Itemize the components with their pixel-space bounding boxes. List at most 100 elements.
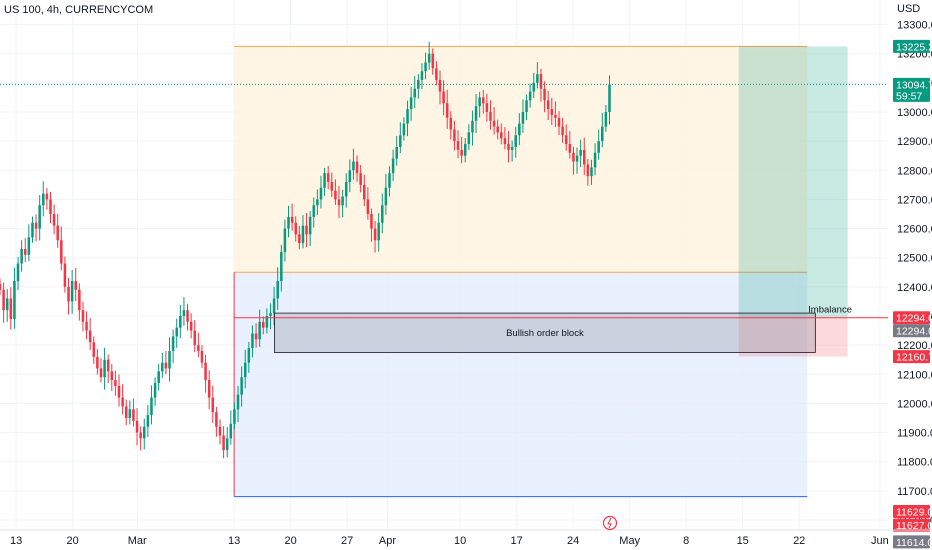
y-tick-label: 13300.0 xyxy=(897,20,932,32)
candle-body xyxy=(579,149,582,156)
candle-body xyxy=(139,432,142,439)
candle-body xyxy=(427,53,431,63)
premium-zone xyxy=(234,46,808,273)
candle-body xyxy=(88,330,92,343)
candle-body xyxy=(381,205,384,223)
candle-body xyxy=(200,350,204,363)
y-tick-label: 13000.0 xyxy=(897,107,932,119)
candle-body xyxy=(406,109,409,124)
y-tick-label: 12200.0 xyxy=(897,340,932,352)
x-tick-label: 24 xyxy=(567,535,579,547)
candle-body xyxy=(344,181,348,197)
currency-label: USD xyxy=(897,3,920,15)
candle-body xyxy=(316,199,319,206)
candle-body xyxy=(377,222,380,241)
candle-body xyxy=(409,97,413,110)
y-tick-label: 12700.0 xyxy=(897,194,932,206)
price-tag xyxy=(893,535,930,549)
candle-body xyxy=(330,181,334,191)
chart-title: US 100, 4h, CURRENCYCOM xyxy=(4,4,154,16)
candle-body xyxy=(601,126,604,142)
x-tick-label: 13 xyxy=(10,535,22,547)
candle-body xyxy=(121,397,124,407)
candle-body xyxy=(384,187,388,206)
candle-body xyxy=(124,406,128,418)
candle-body xyxy=(604,112,608,127)
candle-body xyxy=(186,310,189,322)
candle-body xyxy=(272,298,276,314)
candle-body xyxy=(27,237,31,255)
candle-body xyxy=(189,321,193,331)
price-tag xyxy=(893,350,930,364)
candle-body xyxy=(532,82,536,92)
candle-body xyxy=(442,91,445,104)
y-tick-label: 11800.0 xyxy=(897,457,932,469)
candle-body xyxy=(290,216,294,223)
candle-body xyxy=(9,298,13,319)
candle-body xyxy=(243,362,247,378)
candle-body xyxy=(590,167,593,177)
price-tag-label: 13225.2 xyxy=(896,41,932,53)
candle-body xyxy=(557,117,561,127)
stop-zone xyxy=(738,317,848,357)
candle-body xyxy=(153,383,157,398)
candle-body xyxy=(99,368,103,378)
price-tag xyxy=(893,39,930,53)
y-tick-label: 11900.0 xyxy=(897,428,932,440)
candle-body xyxy=(402,123,406,136)
x-tick-label: 22 xyxy=(793,535,805,547)
candle-body xyxy=(500,132,503,139)
candle-body xyxy=(298,234,301,244)
candle-body xyxy=(420,71,424,80)
candle-body xyxy=(106,359,110,372)
candle-body xyxy=(157,371,160,384)
candle-body xyxy=(337,199,341,206)
candle-body xyxy=(373,228,377,241)
candle-body xyxy=(114,380,117,386)
lightning-icon xyxy=(607,517,612,529)
candle-body xyxy=(265,316,269,328)
candle-body xyxy=(323,173,326,188)
candle-body xyxy=(117,385,121,398)
candle-body xyxy=(56,225,59,241)
candle-body xyxy=(233,409,236,424)
candle-body xyxy=(460,149,463,156)
candle-body xyxy=(168,350,171,369)
candle-body xyxy=(222,435,225,451)
y-tick-label: 12400.0 xyxy=(897,282,932,294)
alert-icon[interactable] xyxy=(602,515,618,531)
candle-body xyxy=(593,152,597,168)
x-tick-label: 15 xyxy=(737,535,749,547)
candle-body xyxy=(204,362,207,381)
candle-body xyxy=(13,281,16,319)
candle-body xyxy=(240,377,243,395)
candle-body xyxy=(96,356,99,369)
candle-body xyxy=(301,225,305,244)
candle-body xyxy=(161,362,164,372)
candle-body xyxy=(135,420,139,433)
candle-body xyxy=(525,100,528,112)
candle-body xyxy=(445,103,449,118)
price-tag xyxy=(893,311,930,325)
candle-body xyxy=(182,310,186,316)
candle-body xyxy=(63,263,67,287)
candle-body xyxy=(251,333,254,349)
x-tick-label: Jun xyxy=(871,535,889,547)
x-tick-label: 8 xyxy=(683,535,689,547)
candle-body xyxy=(175,327,178,337)
candle-body xyxy=(463,144,467,156)
candle-body xyxy=(561,126,564,136)
price-tag-label: 11629.0 xyxy=(896,507,932,519)
candle-body xyxy=(283,228,287,252)
x-tick-label: 17 xyxy=(511,535,523,547)
order-block-box[interactable] xyxy=(274,312,816,353)
candle-body xyxy=(554,114,557,118)
candle-body xyxy=(308,216,312,235)
candle-body xyxy=(435,68,438,80)
candle-body xyxy=(359,173,362,185)
candle-body xyxy=(276,281,279,299)
candle-body xyxy=(528,91,532,101)
candle-body xyxy=(539,74,543,89)
candle-body xyxy=(280,251,283,282)
